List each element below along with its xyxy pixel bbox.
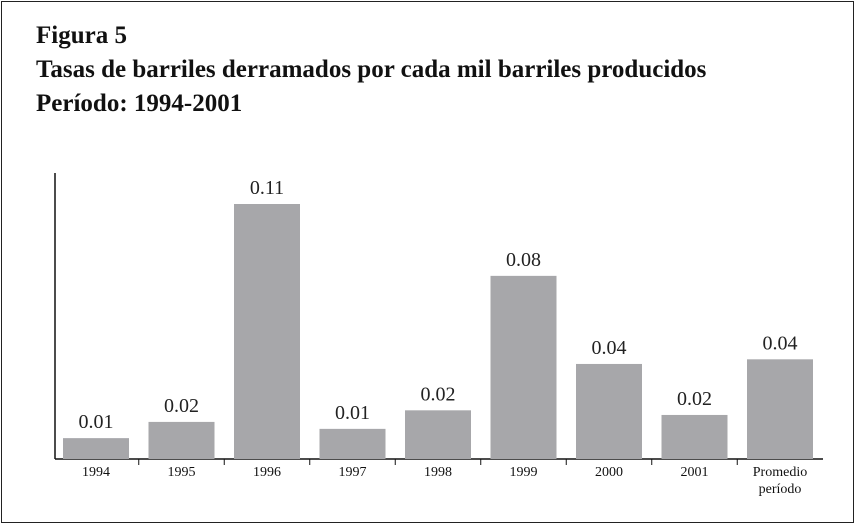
bar — [63, 438, 129, 459]
value-label: 0.02 — [164, 395, 199, 417]
bar — [747, 359, 813, 459]
value-label: 0.04 — [763, 332, 798, 354]
chart-title: Tasas de barriles derramados por cada mi… — [36, 56, 707, 83]
chart-subtitle: Período: 1994-2001 — [36, 90, 243, 117]
bar — [490, 275, 557, 459]
x-tick-label: 1999 — [509, 465, 538, 480]
value-label: 0.02 — [421, 383, 456, 405]
value-label: 0.04 — [592, 337, 627, 359]
figure-label: Figura 5 — [36, 22, 127, 49]
x-tick-label: 1996 — [253, 465, 281, 480]
bar — [661, 414, 728, 459]
value-label: 0.01 — [335, 402, 370, 424]
bar — [576, 363, 642, 459]
value-label: 0.02 — [677, 388, 712, 410]
value-label: 0.01 — [79, 411, 114, 433]
bar — [234, 204, 300, 459]
bar — [319, 428, 386, 459]
x-tick-label: 1997 — [338, 465, 367, 480]
bar — [148, 421, 215, 459]
x-tick-label: 2001 — [680, 465, 709, 480]
x-tick-label: 1998 — [424, 465, 452, 480]
value-label: 0.08 — [506, 249, 541, 271]
x-tick-label: 2000 — [595, 465, 623, 480]
bar — [405, 410, 471, 459]
x-tick-label: Promedio período — [752, 465, 808, 497]
value-label: 0.11 — [250, 177, 284, 199]
x-tick-label: 1994 — [82, 465, 110, 480]
x-tick-label: 1995 — [167, 465, 196, 480]
